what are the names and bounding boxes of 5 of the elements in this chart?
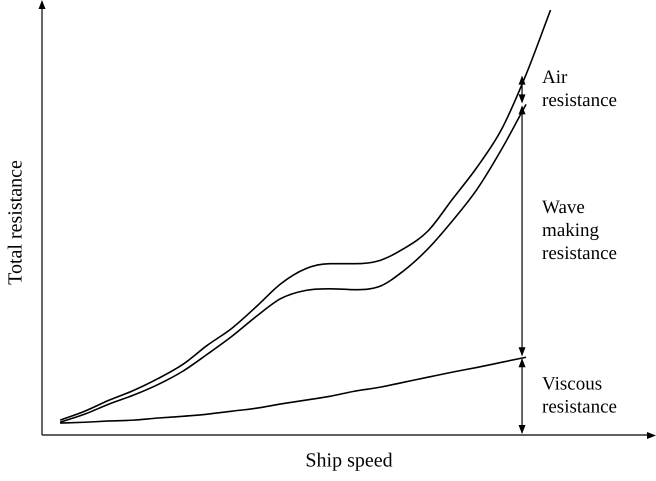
y-axis-title: Total resistance <box>4 160 26 285</box>
annotation: Air resistance <box>542 66 617 111</box>
annotation: Wave making resistance <box>542 196 617 264</box>
annotation: Viscous resistance <box>542 374 617 418</box>
x-axis-title: Ship speed <box>305 449 393 472</box>
